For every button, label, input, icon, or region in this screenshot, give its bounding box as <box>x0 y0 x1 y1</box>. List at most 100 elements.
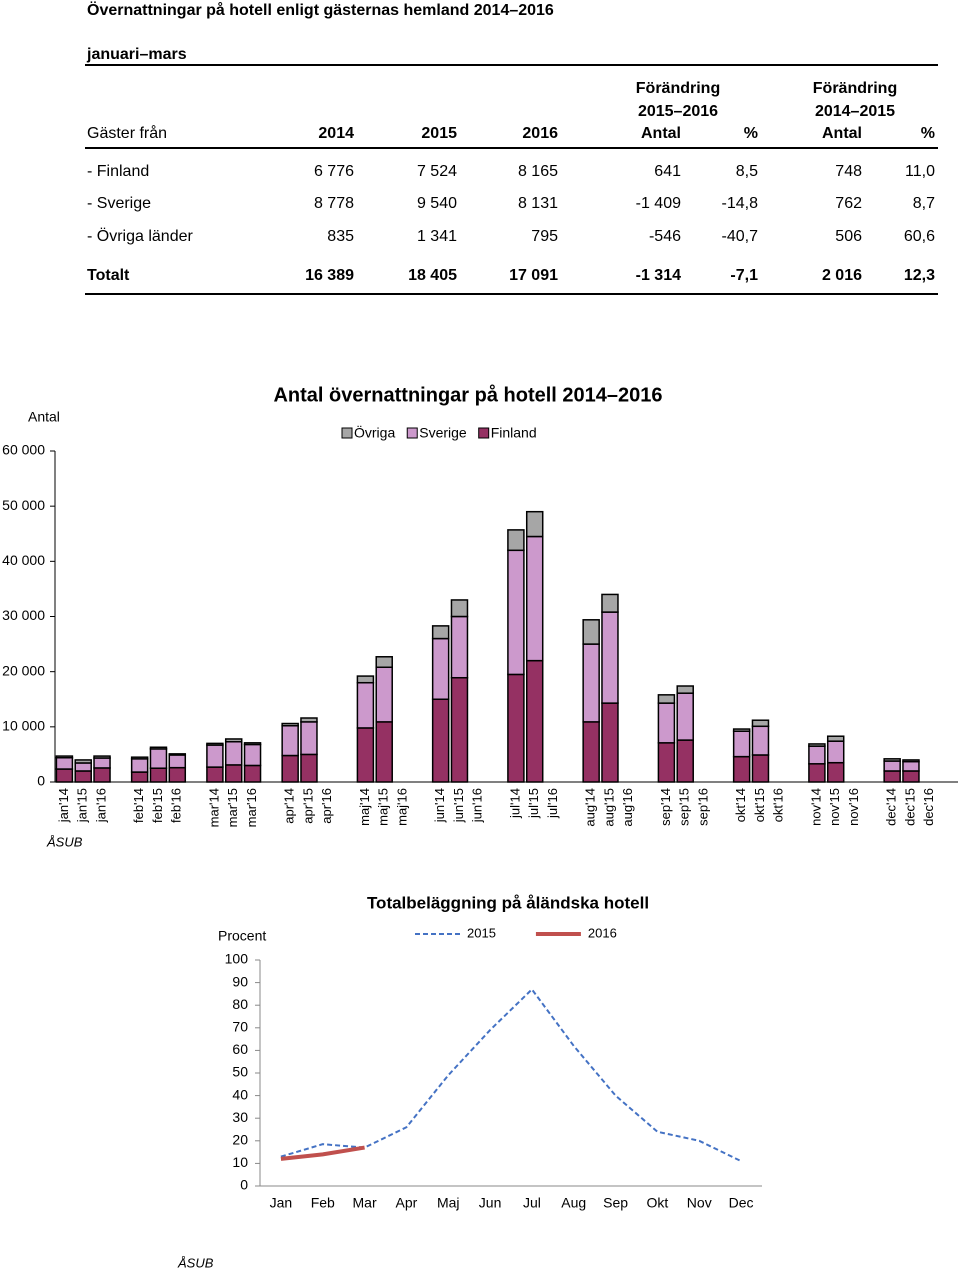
bar-segment <box>601 611 619 704</box>
cell: 1 341 <box>417 228 457 245</box>
legend-swatch <box>406 427 418 439</box>
bar-segment <box>356 727 375 783</box>
x-tick-label: Apr <box>396 1195 418 1211</box>
x-tick-label: mar'14 <box>206 788 221 827</box>
bar-segment <box>808 745 826 765</box>
bar-segment <box>74 759 92 764</box>
y-tick-label: 20 000 <box>2 662 45 678</box>
x-tick-label: Sep <box>603 1195 628 1211</box>
bar-segment <box>676 739 694 783</box>
y-axis-label: Procent <box>218 928 266 944</box>
column-header: Gäster från <box>87 124 167 142</box>
cell: -1 314 <box>636 267 681 284</box>
x-tick-label: Jun <box>479 1195 502 1211</box>
x-tick-label: maj'14 <box>357 788 372 826</box>
cell: 2 016 <box>822 267 862 284</box>
y-tick-label: 30 000 <box>2 607 45 623</box>
cell: 18 405 <box>408 267 457 284</box>
legend-label: Finland <box>491 425 537 441</box>
x-tick-label: aug'15 <box>601 788 616 827</box>
cell: 641 <box>654 163 681 180</box>
x-tick-label: Mar <box>353 1195 377 1211</box>
cell: 12,3 <box>904 267 935 284</box>
bar-segment <box>375 721 393 783</box>
x-tick-label: Aug <box>561 1195 586 1211</box>
bar-segment <box>224 764 243 783</box>
x-tick-label: dec'14 <box>884 788 899 826</box>
x-tick-label: Jan <box>270 1195 293 1211</box>
header-period: 2014–2015 <box>815 103 895 120</box>
y-tick-label: 80 <box>232 996 248 1012</box>
x-tick-label: sep'14 <box>658 788 673 826</box>
x-tick-label: Jul <box>523 1195 541 1211</box>
x-tick-label: sep'15 <box>677 788 692 826</box>
bar-segment <box>507 549 525 676</box>
cell: 795 <box>531 228 558 245</box>
cell: 8,7 <box>913 195 935 212</box>
bar-segment <box>281 722 299 727</box>
cell: Totalt <box>87 267 130 284</box>
y-tick-label: 60 000 <box>2 442 45 458</box>
bar-segment <box>751 754 770 783</box>
bar-segment <box>243 764 262 783</box>
x-tick-label: feb'14 <box>131 788 146 823</box>
bar-segment <box>582 619 600 645</box>
y-tick-label: 50 <box>232 1064 248 1080</box>
x-tick-label: feb'15 <box>150 788 165 823</box>
bar-segment <box>601 593 619 613</box>
x-tick-label: jul'16 <box>545 788 560 819</box>
y-axis-label: Antal <box>28 409 60 425</box>
bar-segment <box>450 615 469 679</box>
column-header: % <box>744 125 758 142</box>
x-tick-label: dec'15 <box>902 788 917 826</box>
cell: 8,5 <box>736 163 758 180</box>
cell: -40,7 <box>722 228 759 245</box>
cell: -546 <box>649 228 681 245</box>
bar-segment <box>168 753 187 756</box>
bar-segment <box>206 744 224 768</box>
cell: 762 <box>835 195 862 212</box>
cell: 748 <box>835 163 862 180</box>
bar-segment <box>676 692 694 741</box>
header-group: Förändring <box>636 80 720 97</box>
x-tick-label: aug'14 <box>583 788 598 827</box>
bar-segment <box>93 767 111 783</box>
bar-segment <box>224 740 243 766</box>
bar-segment <box>431 637 450 700</box>
x-tick-label: feb'16 <box>169 788 184 823</box>
bar-segment <box>582 643 600 723</box>
bar-segment <box>525 510 544 538</box>
bar-segment <box>657 694 676 704</box>
chart-title: Antal övernattningar på hotell 2014–2016 <box>273 383 662 406</box>
bar-segment <box>732 755 751 783</box>
bar-segment <box>55 768 74 783</box>
bar-segment <box>450 599 469 618</box>
bar-segment <box>375 656 393 669</box>
x-tick-label: okt'15 <box>752 788 767 822</box>
bar-segment <box>902 770 920 783</box>
bar-segment <box>808 743 826 747</box>
bar-segment <box>93 755 111 759</box>
bar-segment <box>55 756 74 770</box>
x-tick-label: sep'16 <box>695 788 710 826</box>
cell: 9 540 <box>417 195 457 212</box>
header-group: Förändring <box>813 80 897 97</box>
cell: 7 524 <box>417 163 457 180</box>
cell: 8 165 <box>518 163 558 180</box>
bar-segment <box>883 770 901 783</box>
legend-label: Sverige <box>419 425 467 441</box>
bar-segment <box>243 743 262 767</box>
y-tick-label: 70 <box>232 1019 248 1035</box>
bar-segment <box>168 754 187 769</box>
bar-segment <box>657 702 676 744</box>
cell: -7,1 <box>730 267 758 284</box>
header-period: 2015–2016 <box>638 103 718 120</box>
bar-segment <box>206 742 224 746</box>
x-tick-label: jun'15 <box>451 788 466 823</box>
bar-segment <box>300 721 318 756</box>
column-header: 2016 <box>522 125 558 142</box>
x-tick-label: mar'16 <box>244 788 259 827</box>
x-tick-label: jan'14 <box>56 788 71 823</box>
bar-segment <box>130 771 149 783</box>
